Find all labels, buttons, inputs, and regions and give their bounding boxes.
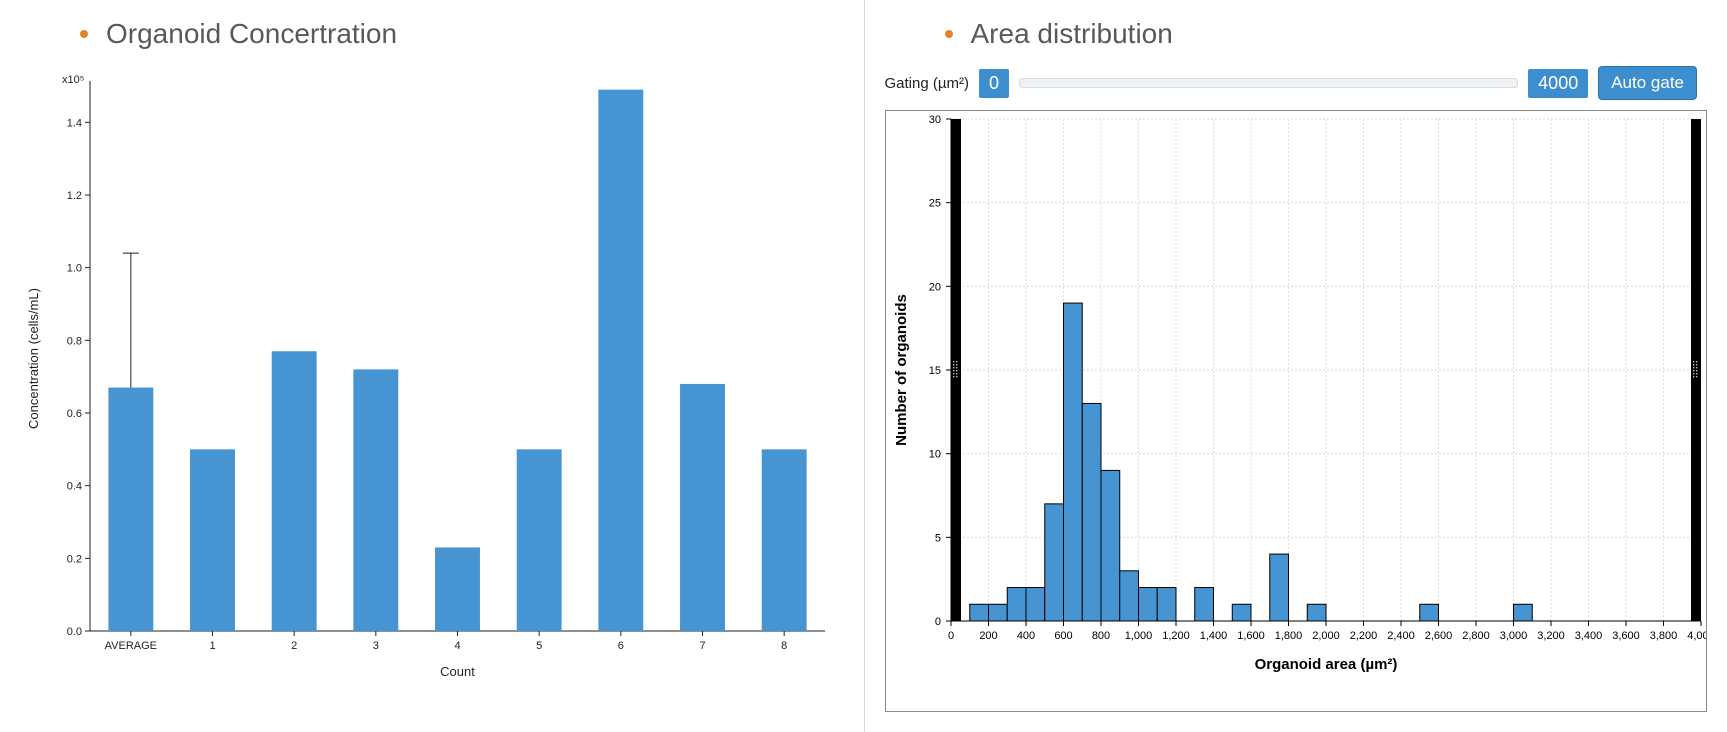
svg-text:1.4: 1.4 — [67, 117, 82, 129]
svg-text:6: 6 — [618, 640, 624, 652]
bullet-icon — [945, 30, 953, 38]
svg-text:2,600: 2,600 — [1424, 630, 1452, 642]
svg-text:5: 5 — [934, 532, 940, 544]
svg-text:Organoid area (µm²): Organoid area (µm²) — [1254, 656, 1397, 673]
svg-text:8: 8 — [781, 640, 787, 652]
right-heading: Area distribution — [945, 18, 1708, 50]
right-panel: Area distribution Gating (µm²) 0 4000 Au… — [864, 0, 1727, 732]
svg-text:x10⁵: x10⁵ — [62, 74, 84, 86]
gating-max-value[interactable]: 4000 — [1528, 69, 1588, 98]
svg-text:15: 15 — [928, 365, 940, 377]
svg-text:0.0: 0.0 — [67, 626, 82, 638]
svg-text:3: 3 — [373, 640, 379, 652]
svg-text:Count: Count — [440, 664, 475, 679]
gating-slider-track[interactable] — [1019, 78, 1518, 88]
svg-text:3,200: 3,200 — [1537, 630, 1565, 642]
bullet-icon — [80, 30, 88, 38]
svg-text:AVERAGE: AVERAGE — [105, 640, 157, 652]
svg-text:800: 800 — [1091, 630, 1109, 642]
svg-text:1,800: 1,800 — [1274, 630, 1302, 642]
svg-text:0.6: 0.6 — [67, 408, 82, 420]
svg-text:0: 0 — [947, 630, 953, 642]
svg-text:4: 4 — [454, 640, 460, 652]
left-heading: Organoid Concertration — [80, 18, 844, 50]
svg-text:2,400: 2,400 — [1387, 630, 1415, 642]
svg-text:Concentration (cells/mL): Concentration (cells/mL) — [26, 288, 41, 429]
svg-text:1,600: 1,600 — [1237, 630, 1265, 642]
svg-text:3,400: 3,400 — [1574, 630, 1602, 642]
gating-label: Gating (µm²) — [885, 75, 970, 92]
svg-text:7: 7 — [699, 640, 705, 652]
area-distribution-chart: 0 5 10 15 20 25 30 0 200 400 600 800 1,000 1,200 1,400… — [885, 110, 1708, 712]
svg-text:400: 400 — [1016, 630, 1034, 642]
svg-text:0.4: 0.4 — [67, 481, 82, 493]
svg-text:1,400: 1,400 — [1199, 630, 1227, 642]
svg-text:1.2: 1.2 — [67, 190, 82, 202]
svg-text:2,000: 2,000 — [1312, 630, 1340, 642]
right-title: Area distribution — [971, 18, 1173, 50]
svg-text:1: 1 — [209, 640, 215, 652]
svg-text:2,200: 2,200 — [1349, 630, 1377, 642]
svg-text:25: 25 — [928, 198, 940, 210]
svg-text:30: 30 — [928, 114, 940, 126]
svg-text:2,800: 2,800 — [1462, 630, 1490, 642]
svg-text:0.8: 0.8 — [67, 335, 82, 347]
svg-text:1,000: 1,000 — [1124, 630, 1152, 642]
auto-gate-button[interactable]: Auto gate — [1598, 66, 1697, 100]
svg-text:3,600: 3,600 — [1612, 630, 1640, 642]
svg-text:0: 0 — [934, 616, 940, 628]
svg-text:1.0: 1.0 — [67, 263, 82, 275]
svg-text:2: 2 — [291, 640, 297, 652]
svg-text:3,000: 3,000 — [1499, 630, 1527, 642]
svg-text:1,200: 1,200 — [1162, 630, 1190, 642]
concentration-chart: 0.0 0.2 0.4 0.6 0.8 1.0 1.2 1.4 x10⁵ AVERAGE 1 2 3 4 5… — [20, 66, 844, 712]
gating-controls: Gating (µm²) 0 4000 Auto gate — [885, 66, 1708, 110]
svg-text:4,000: 4,000 — [1687, 630, 1706, 642]
gating-min-value[interactable]: 0 — [979, 69, 1009, 98]
left-panel: Organoid Concertration 0.0 0.2 0.4 0.6 0.8 1.… — [0, 0, 864, 732]
svg-text:0.2: 0.2 — [67, 553, 82, 565]
svg-text:3,800: 3,800 — [1649, 630, 1677, 642]
svg-text:5: 5 — [536, 640, 542, 652]
svg-text:20: 20 — [928, 281, 940, 293]
left-title: Organoid Concertration — [106, 18, 397, 50]
svg-text:200: 200 — [979, 630, 997, 642]
svg-text:600: 600 — [1054, 630, 1072, 642]
svg-text:Number of organoids: Number of organoids — [893, 294, 910, 446]
svg-text:10: 10 — [928, 449, 940, 461]
